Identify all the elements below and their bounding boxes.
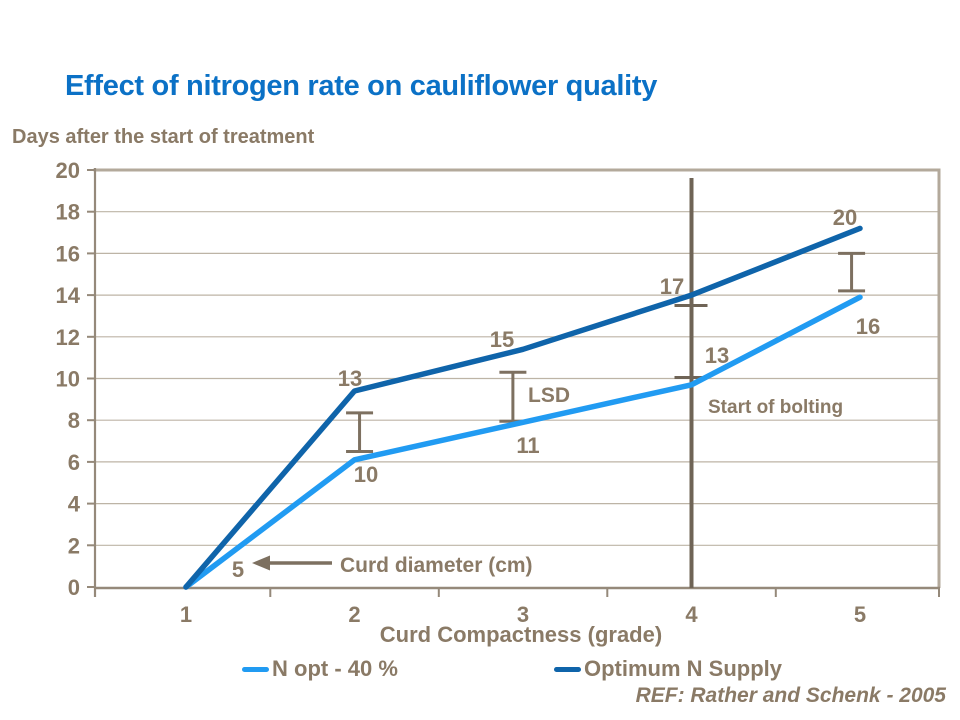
legend-item-n-opt-40: N opt - 40 % [242,656,398,682]
point-label: 13 [338,366,362,391]
point-label: 17 [660,274,684,299]
curd-diameter-label: Curd diameter (cm) [340,554,533,577]
point-label: 15 [490,327,514,352]
point-label: 13 [705,343,729,368]
y-tick-label: 16 [56,241,80,266]
legend-label-optimum-n-supply: Optimum N Supply [584,656,782,681]
y-tick-label: 0 [68,575,80,600]
x-tick-label: 5 [854,602,866,627]
start-of-bolting-label: Start of bolting [708,397,843,418]
y-tick-label: 6 [68,450,80,475]
y-tick-label: 14 [56,283,81,308]
y-tick-label: 20 [56,158,80,183]
y-tick-label: 8 [68,408,80,433]
x-tick-label: 3 [517,602,529,627]
point-label: 20 [833,205,857,230]
point-label: 5 [232,557,244,582]
x-tick-label: 2 [348,602,360,627]
legend-marker-n-opt-40-icon [242,666,269,672]
lsd-label: LSD [528,384,570,407]
y-tick-label: 10 [56,367,80,392]
left-arrow-icon [252,555,270,571]
point-label: 10 [354,462,378,487]
x-tick-label: 1 [180,602,192,627]
reference-citation: REF: Rather and Schenk - 2005 [635,684,946,707]
x-tick-label: 4 [685,602,698,627]
x-axis-title: Curd Compactness (grade) [379,622,663,647]
point-label: 11 [516,433,539,458]
y-axis-title: Days after the start of treatment [12,126,315,148]
legend-item-optimum-n-supply: Optimum N Supply [554,656,782,682]
y-tick-label: 4 [68,492,81,517]
legend-label-n-opt-40: N opt - 40 % [272,656,398,681]
y-tick-label: 12 [56,325,80,350]
series-line-optimum-n-supply [183,225,863,590]
point-label: 16 [856,314,880,339]
series-line-n-opt-40 [183,294,863,590]
legend-marker-optimum-n-supply-icon [554,666,581,672]
y-tick-label: 2 [68,533,80,558]
y-tick-label: 18 [56,200,80,225]
chart-title: Effect of nitrogen rate on cauliflower q… [65,70,658,102]
